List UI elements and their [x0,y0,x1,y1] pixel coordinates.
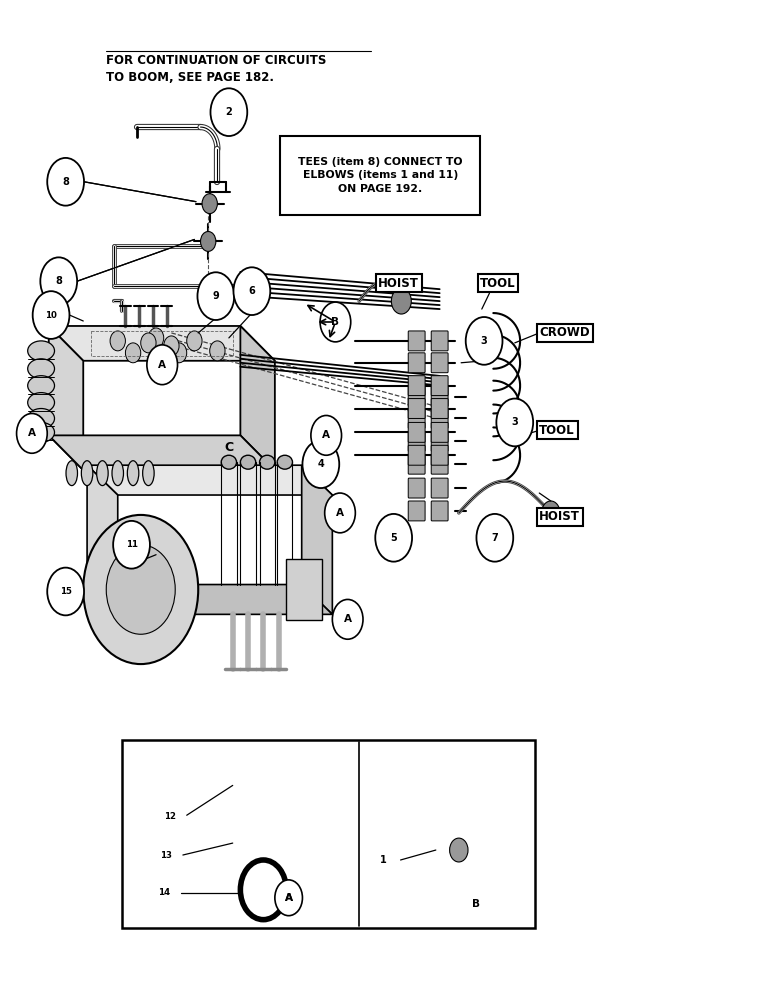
Text: FOR CONTINUATION OF CIRCUITS
TO BOOM, SEE PAGE 182.: FOR CONTINUATION OF CIRCUITS TO BOOM, SE… [107,54,327,84]
Polygon shape [87,465,333,495]
FancyBboxPatch shape [408,454,425,474]
Polygon shape [87,585,333,614]
Text: B: B [472,899,480,909]
FancyBboxPatch shape [408,353,425,373]
Ellipse shape [28,393,55,412]
Text: 1: 1 [381,855,387,865]
Text: HOIST: HOIST [378,277,419,290]
Circle shape [125,343,141,363]
Circle shape [32,291,69,339]
Polygon shape [49,435,275,470]
FancyBboxPatch shape [408,409,425,428]
Ellipse shape [240,455,256,469]
FancyBboxPatch shape [122,740,536,928]
FancyBboxPatch shape [432,376,448,396]
Circle shape [466,317,503,365]
Circle shape [496,399,533,446]
FancyBboxPatch shape [432,353,448,373]
Text: C: C [225,441,233,454]
Ellipse shape [259,455,275,469]
Ellipse shape [112,461,124,486]
Text: 9: 9 [212,291,219,301]
Text: A: A [336,508,344,518]
Circle shape [275,880,303,916]
Ellipse shape [81,461,93,486]
Circle shape [171,343,187,363]
Ellipse shape [28,409,55,428]
Text: 8: 8 [63,177,69,187]
Text: 11: 11 [126,540,137,549]
Text: HOIST: HOIST [540,510,581,523]
Text: TEES (item 8) CONNECT TO
ELBOWS (items 1 and 11)
ON PAGE 192.: TEES (item 8) CONNECT TO ELBOWS (items 1… [298,157,462,194]
Text: 13: 13 [160,851,172,860]
Text: A: A [344,614,352,624]
Polygon shape [87,465,118,614]
Circle shape [147,871,181,915]
FancyBboxPatch shape [408,445,425,465]
Ellipse shape [66,461,77,486]
Circle shape [47,158,84,206]
Text: 5: 5 [391,533,397,543]
Ellipse shape [28,359,55,379]
Text: 6: 6 [249,286,256,296]
Circle shape [211,88,247,136]
Circle shape [375,514,412,562]
FancyBboxPatch shape [432,501,448,521]
Polygon shape [49,326,275,361]
Circle shape [333,599,363,639]
Circle shape [210,341,225,361]
Circle shape [107,545,175,634]
FancyBboxPatch shape [408,387,425,407]
Circle shape [201,232,216,251]
Text: 3: 3 [481,336,487,346]
FancyBboxPatch shape [432,431,448,451]
Circle shape [110,331,125,351]
Text: 7: 7 [492,533,498,543]
Text: TOOL: TOOL [480,277,516,290]
FancyBboxPatch shape [280,136,480,215]
Circle shape [16,413,47,453]
Circle shape [149,833,183,877]
Text: 3: 3 [511,417,518,427]
Circle shape [233,267,270,315]
FancyBboxPatch shape [408,376,425,396]
FancyBboxPatch shape [432,399,448,418]
Circle shape [449,838,468,862]
FancyBboxPatch shape [432,422,448,442]
FancyBboxPatch shape [408,331,425,351]
Text: 12: 12 [164,812,176,821]
FancyBboxPatch shape [286,559,322,620]
FancyBboxPatch shape [432,445,448,465]
Ellipse shape [96,461,108,486]
Polygon shape [302,465,333,614]
Circle shape [47,568,84,615]
Circle shape [202,194,218,214]
FancyBboxPatch shape [408,478,425,498]
Text: 10: 10 [45,311,57,320]
Circle shape [113,521,150,569]
Circle shape [320,302,350,342]
FancyBboxPatch shape [432,387,448,407]
Circle shape [198,272,234,320]
Ellipse shape [28,341,55,361]
Text: 8: 8 [56,276,63,286]
Circle shape [148,328,164,348]
Text: A: A [158,360,166,370]
Circle shape [391,288,411,314]
Text: A: A [28,428,36,438]
Ellipse shape [143,461,154,486]
Text: 15: 15 [59,587,72,596]
Circle shape [141,333,156,353]
Ellipse shape [28,376,55,396]
Circle shape [311,415,341,455]
FancyBboxPatch shape [432,409,448,428]
Ellipse shape [222,455,236,469]
Ellipse shape [127,461,139,486]
Circle shape [164,336,179,356]
FancyBboxPatch shape [432,478,448,498]
Ellipse shape [28,422,55,442]
Circle shape [147,345,178,385]
Circle shape [187,331,202,351]
Polygon shape [49,326,83,470]
Text: A: A [322,430,330,440]
